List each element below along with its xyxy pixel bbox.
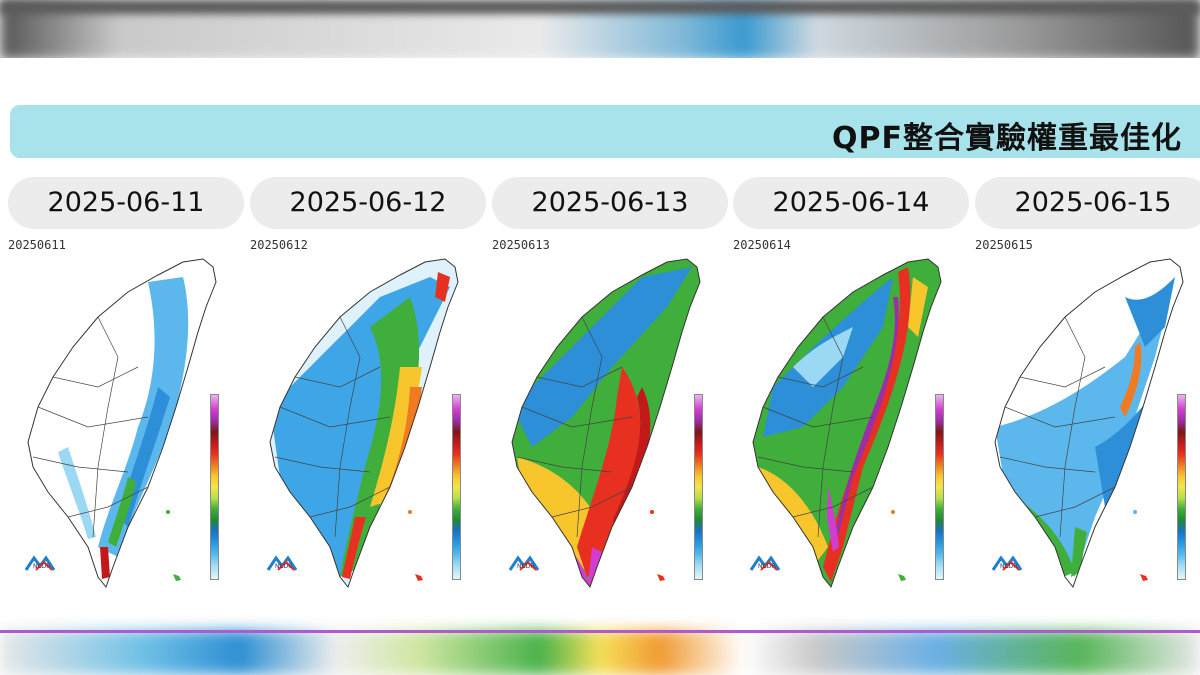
date-label: 2025-06-12 [250, 177, 486, 229]
logo-label: NCDR [275, 563, 293, 570]
title-bar: QPF整合實驗權重最佳化 [10, 105, 1200, 158]
date-label: 2025-06-15 [975, 177, 1200, 229]
logo-label: NCDR [33, 563, 51, 570]
ncdr-logo [749, 555, 781, 571]
background-video-bottom [0, 630, 1200, 675]
ncdr-logo [24, 555, 56, 571]
slide-bottom-border [0, 630, 1200, 633]
forecast-panel: 2025-06-15 20250615 NCDR [975, 177, 1200, 589]
taiwan-rainfall-map [27, 258, 217, 589]
ncdr-logo [508, 555, 540, 571]
slide: QPF整合實驗權重最佳化 2025-06-11 20250611 NCDR [0, 58, 1200, 630]
precipitation-color-scale [210, 394, 219, 580]
precipitation-color-scale [1177, 394, 1186, 580]
slide-title: QPF整合實驗權重最佳化 [832, 121, 1182, 156]
ncdr-logo [991, 555, 1023, 571]
date-label: 2025-06-13 [492, 177, 728, 229]
map-timestamp: 20250615 [975, 238, 1033, 252]
map-timestamp: 20250613 [492, 238, 550, 252]
precipitation-color-scale [694, 394, 703, 580]
forecast-panel: 2025-06-13 20250613 NCDR [492, 177, 732, 589]
map-timestamp: 20250614 [733, 238, 791, 252]
taiwan-rainfall-map [511, 258, 701, 589]
background-video-top-edge [0, 0, 1200, 14]
taiwan-rainfall-map [752, 258, 942, 589]
ncdr-logo [266, 555, 298, 571]
forecast-panel: 2025-06-14 20250614 NCDR [733, 177, 973, 589]
forecast-panel: 2025-06-11 20250611 NCDR [8, 177, 248, 589]
logo-label: NCDR [758, 563, 776, 570]
precipitation-color-scale [452, 394, 461, 580]
precipitation-color-scale [935, 394, 944, 580]
map-timestamp: 20250612 [250, 238, 308, 252]
logo-label: NCDR [517, 563, 535, 570]
date-label: 2025-06-14 [733, 177, 969, 229]
date-label: 2025-06-11 [8, 177, 244, 229]
map-timestamp: 20250611 [8, 238, 66, 252]
taiwan-rainfall-map [994, 258, 1184, 589]
taiwan-rainfall-map [269, 258, 459, 589]
forecast-panel: 2025-06-12 20250612 NCDR [250, 177, 490, 589]
logo-label: NCDR [1000, 563, 1018, 570]
